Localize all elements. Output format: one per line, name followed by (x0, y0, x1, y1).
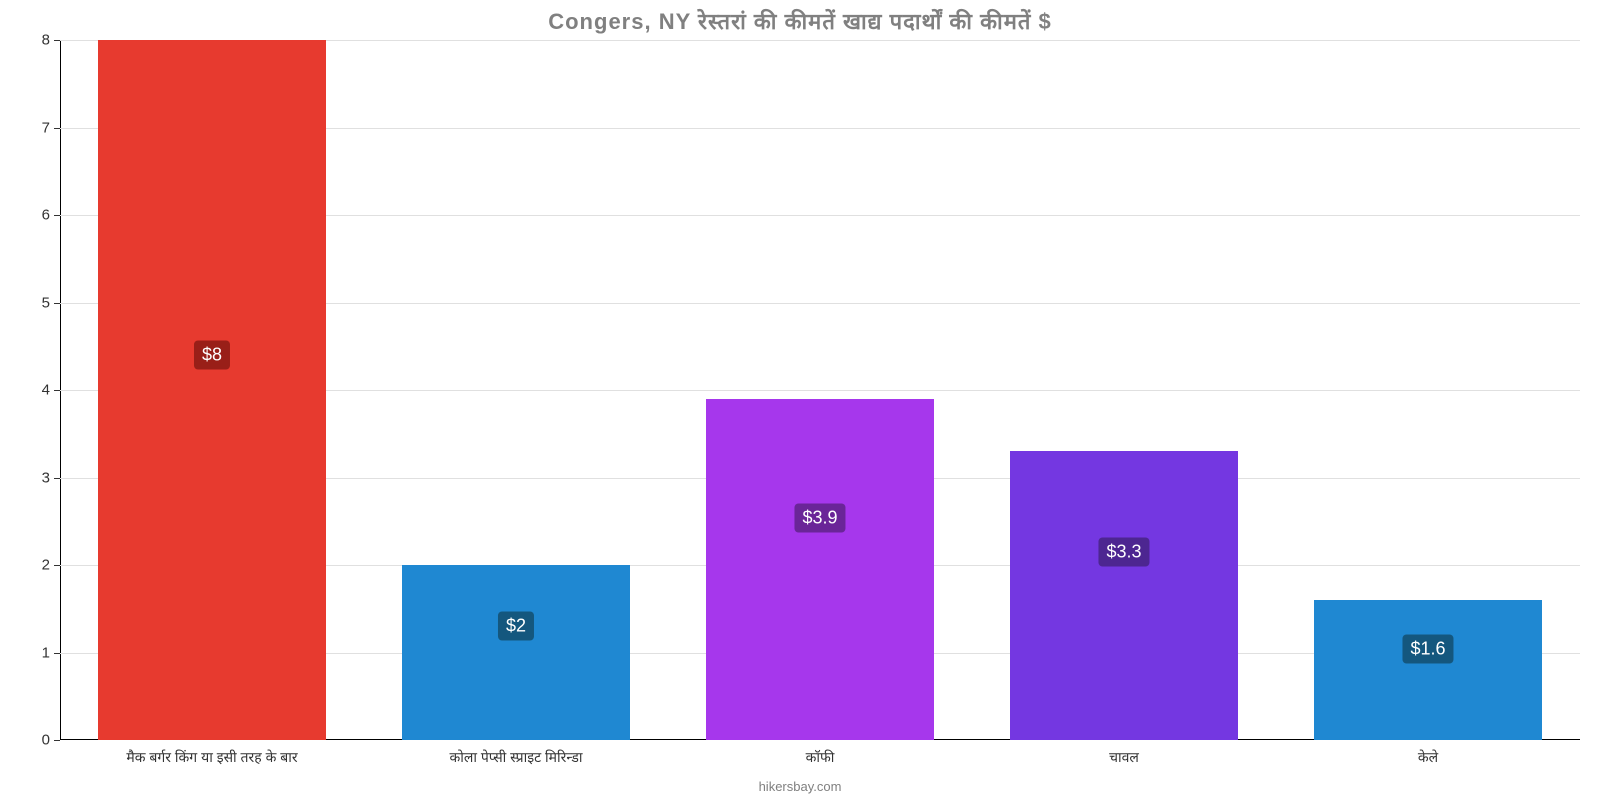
y-tick-mark (54, 40, 60, 41)
x-tick-label: केले (1418, 748, 1438, 767)
price-bar-chart: Congers, NY रेस्तरां की कीमतें खाद्य पदा… (0, 0, 1600, 800)
y-tick-label: 7 (42, 119, 50, 136)
y-tick-label: 3 (42, 469, 50, 486)
plot-area: 012345678$8मैक बर्गर किंग या इसी तरह के … (60, 40, 1580, 740)
y-tick-mark (54, 215, 60, 216)
bar-value-label: $8 (194, 341, 230, 370)
y-tick-label: 0 (42, 732, 50, 749)
y-tick-mark (54, 653, 60, 654)
y-tick-label: 6 (42, 207, 50, 224)
credit-text: hikersbay.com (0, 779, 1600, 794)
bar (402, 565, 630, 740)
y-tick-mark (54, 390, 60, 391)
x-tick-label: मैक बर्गर किंग या इसी तरह के बार (126, 748, 297, 767)
y-tick-mark (54, 740, 60, 741)
bar (1010, 451, 1238, 740)
y-tick-label: 1 (42, 644, 50, 661)
y-tick-label: 4 (42, 382, 50, 399)
y-tick-label: 5 (42, 294, 50, 311)
y-tick-mark (54, 565, 60, 566)
y-tick-label: 8 (42, 32, 50, 49)
y-tick-mark (54, 478, 60, 479)
bar-value-label: $2 (498, 612, 534, 641)
y-tick-label: 2 (42, 557, 50, 574)
bar-value-label: $3.9 (794, 504, 845, 533)
chart-title: Congers, NY रेस्तरां की कीमतें खाद्य पदा… (0, 6, 1600, 36)
x-tick-label: कॉफी (806, 748, 835, 767)
bar (98, 40, 326, 740)
bar-value-label: $3.3 (1098, 538, 1149, 567)
bar-value-label: $1.6 (1402, 635, 1453, 664)
bar (706, 399, 934, 740)
y-tick-mark (54, 303, 60, 304)
y-tick-mark (54, 128, 60, 129)
bar (1314, 600, 1542, 740)
x-tick-label: चावल (1109, 748, 1139, 767)
x-tick-label: कोला पेप्सी स्प्राइट मिरिन्डा (449, 748, 582, 767)
